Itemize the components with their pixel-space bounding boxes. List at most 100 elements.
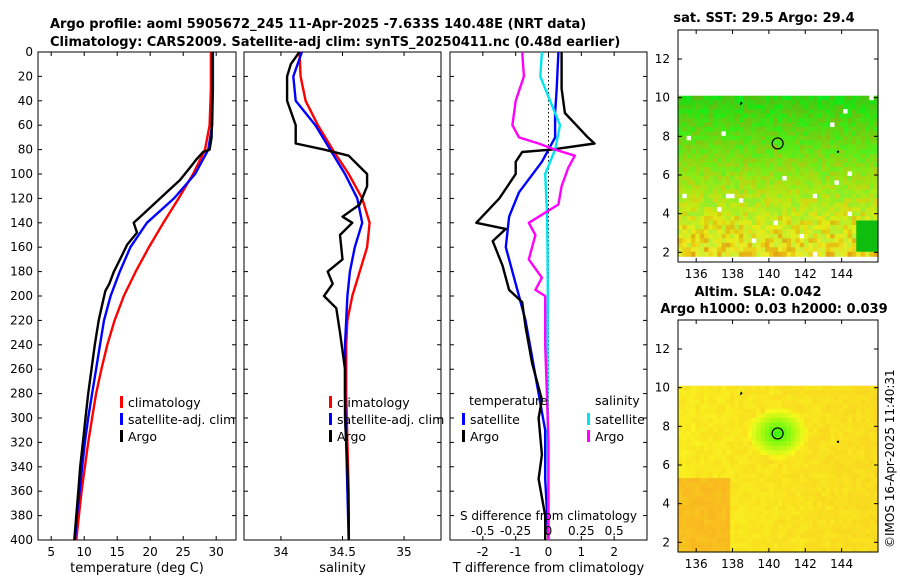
map-cell xyxy=(847,528,853,535)
map-cell xyxy=(721,441,727,447)
map-cell xyxy=(721,408,727,415)
map-cell xyxy=(795,198,801,204)
map-cell xyxy=(804,158,810,164)
map-cell xyxy=(743,413,749,419)
map-cell xyxy=(769,211,775,217)
map-cell xyxy=(743,404,749,410)
map-cell xyxy=(778,510,783,516)
map-cell xyxy=(838,394,844,401)
map-cell xyxy=(804,431,810,438)
map-cell xyxy=(804,247,810,253)
map-cell xyxy=(856,171,862,177)
map-cell xyxy=(860,189,866,195)
map-cell xyxy=(708,427,714,433)
map-cell xyxy=(786,113,792,119)
map-cell xyxy=(699,524,705,530)
map-cell xyxy=(869,422,875,428)
map-cell xyxy=(695,171,701,177)
map-cell xyxy=(825,510,831,516)
map-cell xyxy=(847,427,853,433)
map-cell xyxy=(856,95,862,101)
map-cell xyxy=(830,487,836,493)
map-cell xyxy=(843,519,849,525)
map-cell xyxy=(808,100,814,106)
map-cell xyxy=(730,229,736,235)
map-cell xyxy=(825,436,831,442)
map-cell xyxy=(756,464,762,470)
map-cell xyxy=(825,140,831,146)
map-cell xyxy=(808,193,814,199)
map-cell xyxy=(843,491,849,498)
map-cell xyxy=(769,501,775,507)
map-cell xyxy=(808,162,814,168)
map-cell xyxy=(795,144,801,150)
map-cell xyxy=(786,455,792,461)
map-cell xyxy=(804,95,810,101)
map-cell xyxy=(769,251,775,257)
map-cell xyxy=(834,113,840,119)
map-cell xyxy=(847,109,853,115)
map-cell xyxy=(864,202,870,208)
map-cell xyxy=(791,436,796,442)
map-cell xyxy=(782,140,788,146)
map-cell xyxy=(856,418,862,424)
map-cell xyxy=(804,229,810,235)
map-cell xyxy=(730,533,736,539)
map-cell xyxy=(743,229,749,235)
map-cell xyxy=(695,158,701,164)
map-cell xyxy=(756,538,762,544)
map-cell xyxy=(730,109,736,115)
map-cell xyxy=(873,515,879,521)
map-cell xyxy=(825,450,831,456)
map-cell xyxy=(808,505,814,512)
map-cell xyxy=(830,140,836,146)
map-cell xyxy=(686,167,692,173)
map-cell xyxy=(847,242,853,248)
figure-title-line1: Argo profile: aoml 5905672_245 11-Apr-20… xyxy=(50,17,586,32)
map-cell xyxy=(812,473,818,479)
map-cell xyxy=(821,184,827,190)
map-cell xyxy=(821,118,827,124)
map-cell xyxy=(686,487,692,493)
map-cell xyxy=(869,220,875,226)
map-cell xyxy=(838,390,844,396)
map-cell xyxy=(838,189,844,195)
map-cell xyxy=(747,519,753,525)
map-cell xyxy=(764,229,770,235)
map-cell xyxy=(847,118,853,124)
map-cell xyxy=(751,144,757,150)
map-cell xyxy=(738,385,744,391)
map-cell xyxy=(834,202,840,208)
map-cell xyxy=(834,167,840,173)
map-cell xyxy=(838,167,844,173)
map-cell xyxy=(843,100,849,106)
map-cell xyxy=(691,478,696,484)
map-cell xyxy=(747,171,753,177)
map-cell xyxy=(734,542,740,548)
map-cell xyxy=(712,95,718,101)
map-cell xyxy=(843,487,849,493)
map-cell xyxy=(678,496,683,502)
map-cell xyxy=(808,404,814,410)
map-cell xyxy=(691,198,696,204)
map-cell xyxy=(860,126,866,132)
map-cell xyxy=(821,510,827,516)
map-cell xyxy=(799,394,805,401)
map-cell xyxy=(773,198,779,204)
map-cell xyxy=(851,109,857,115)
map-cell xyxy=(791,158,796,164)
map-cell xyxy=(764,450,770,456)
map-cell xyxy=(830,220,836,226)
map-cell xyxy=(821,189,827,195)
map-cell xyxy=(743,491,749,498)
map-cell xyxy=(778,193,783,199)
map-cell xyxy=(778,162,783,168)
map-cell xyxy=(699,216,705,222)
map-cell xyxy=(817,162,823,168)
map-cell xyxy=(717,445,723,451)
map-cell xyxy=(769,104,775,110)
map-cell xyxy=(764,211,770,217)
map-cell xyxy=(847,491,853,498)
map-cell xyxy=(751,153,757,159)
map-cell xyxy=(699,225,705,231)
